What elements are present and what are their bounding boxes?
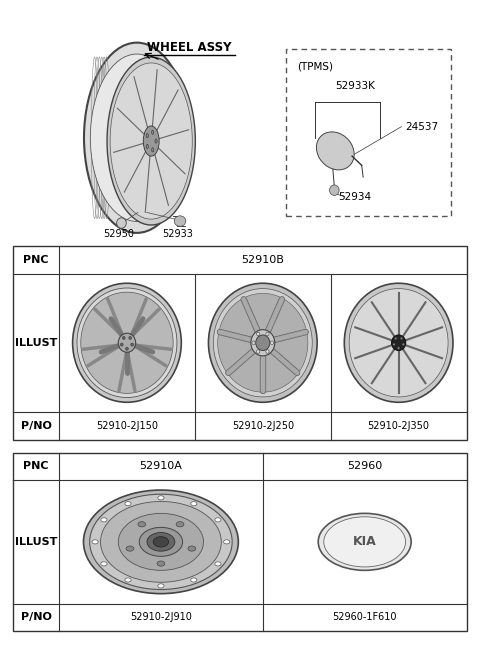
Ellipse shape <box>158 584 164 588</box>
Bar <box>13 246 467 440</box>
Ellipse shape <box>153 537 168 547</box>
Text: 52910-2J150: 52910-2J150 <box>96 420 158 431</box>
Ellipse shape <box>251 330 275 356</box>
Ellipse shape <box>84 490 239 594</box>
Ellipse shape <box>174 216 186 226</box>
Ellipse shape <box>131 343 133 346</box>
Ellipse shape <box>397 347 400 350</box>
Ellipse shape <box>402 343 405 346</box>
Ellipse shape <box>118 333 136 352</box>
Ellipse shape <box>191 502 197 506</box>
Ellipse shape <box>81 292 173 394</box>
Ellipse shape <box>101 518 107 522</box>
Ellipse shape <box>152 130 154 134</box>
Ellipse shape <box>129 337 132 339</box>
Ellipse shape <box>266 350 269 354</box>
Text: 52933: 52933 <box>162 229 193 239</box>
Text: 52910-2J250: 52910-2J250 <box>232 420 294 431</box>
Text: ILLUST: ILLUST <box>15 338 58 348</box>
Ellipse shape <box>208 283 317 402</box>
Ellipse shape <box>318 514 411 570</box>
Ellipse shape <box>270 341 274 344</box>
Ellipse shape <box>252 341 255 344</box>
Ellipse shape <box>119 514 204 570</box>
Ellipse shape <box>125 502 131 506</box>
Text: P/NO: P/NO <box>21 612 52 623</box>
Ellipse shape <box>395 337 397 340</box>
Ellipse shape <box>191 578 197 582</box>
Text: PNC: PNC <box>24 461 49 472</box>
Ellipse shape <box>120 343 123 346</box>
Bar <box>13 453 467 631</box>
Ellipse shape <box>146 144 148 148</box>
Ellipse shape <box>101 562 107 566</box>
Ellipse shape <box>126 546 134 551</box>
Ellipse shape <box>224 540 230 544</box>
Ellipse shape <box>256 332 260 336</box>
Text: (TPMS): (TPMS) <box>298 61 334 71</box>
Ellipse shape <box>146 134 148 138</box>
Ellipse shape <box>125 578 131 582</box>
Text: 52950: 52950 <box>104 229 134 239</box>
Ellipse shape <box>158 496 164 500</box>
Ellipse shape <box>100 501 221 583</box>
Text: 52934: 52934 <box>338 192 372 202</box>
Ellipse shape <box>256 350 260 354</box>
Text: PNC: PNC <box>24 255 49 265</box>
Ellipse shape <box>143 126 159 156</box>
Ellipse shape <box>316 132 354 170</box>
Ellipse shape <box>176 522 184 527</box>
Ellipse shape <box>344 283 453 402</box>
Text: 52933K: 52933K <box>335 81 375 91</box>
Ellipse shape <box>155 139 157 143</box>
Ellipse shape <box>213 289 312 397</box>
Ellipse shape <box>349 289 448 397</box>
Text: 52910B: 52910B <box>241 255 284 265</box>
Ellipse shape <box>215 562 221 566</box>
Ellipse shape <box>152 148 154 152</box>
Text: 52960: 52960 <box>347 461 382 472</box>
Ellipse shape <box>324 517 406 567</box>
Bar <box>286 49 451 216</box>
Ellipse shape <box>329 185 339 195</box>
Ellipse shape <box>157 561 165 566</box>
Text: KIA: KIA <box>353 535 376 548</box>
Ellipse shape <box>72 283 181 402</box>
Ellipse shape <box>77 288 177 398</box>
Ellipse shape <box>107 57 195 225</box>
Ellipse shape <box>266 332 269 336</box>
Ellipse shape <box>92 540 98 544</box>
Ellipse shape <box>117 218 126 228</box>
Ellipse shape <box>400 337 403 340</box>
Ellipse shape <box>393 343 395 346</box>
Ellipse shape <box>122 337 125 339</box>
Text: ILLUST: ILLUST <box>15 537 58 547</box>
Text: 52910A: 52910A <box>140 461 182 472</box>
Ellipse shape <box>138 522 145 527</box>
Ellipse shape <box>90 494 232 590</box>
Ellipse shape <box>90 54 183 222</box>
Text: 52910-2J910: 52910-2J910 <box>130 612 192 623</box>
Ellipse shape <box>110 63 192 219</box>
Ellipse shape <box>256 335 270 350</box>
Ellipse shape <box>126 347 128 350</box>
Text: 52910-2J350: 52910-2J350 <box>368 420 430 431</box>
Ellipse shape <box>188 546 196 551</box>
Text: WHEEL ASSY: WHEEL ASSY <box>147 41 232 54</box>
Ellipse shape <box>218 293 308 392</box>
Ellipse shape <box>215 518 221 522</box>
Text: P/NO: P/NO <box>21 420 52 431</box>
Ellipse shape <box>139 527 182 556</box>
Ellipse shape <box>84 43 190 233</box>
Ellipse shape <box>392 335 406 350</box>
Ellipse shape <box>147 533 175 551</box>
Text: 24537: 24537 <box>405 121 438 132</box>
Text: 52960-1F610: 52960-1F610 <box>333 612 397 623</box>
